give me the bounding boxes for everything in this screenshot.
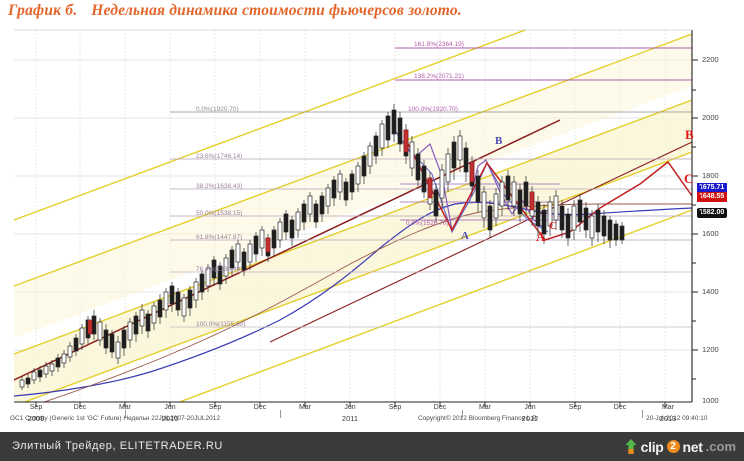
price-tag-red: 1648.55 [697,192,728,202]
logo-text-net: net [682,438,703,455]
watermark-text: Элитный Трейдер, ELITETRADER.RU [12,440,223,452]
y-tick-1000: 1000 [702,396,719,405]
x-year-2013: 2013 [659,414,677,423]
fib-label-500: 50.0%(1538.15) [196,210,243,217]
logo-text-clip: clip [640,438,664,455]
price-tag-black: 1582.00 [697,208,728,218]
secondary-trend-curve [42,203,692,402]
chart-canvas [14,29,698,407]
page-title: График б. Недельная динамика стоимости фь… [8,2,738,24]
fib-ext-label-1382: 138.2%(2071.21) [414,73,464,80]
year-separator-4 [642,410,643,418]
fib-ext-label-1618: 161.8%(2364.19) [414,41,464,48]
page-title-text: Недельная динамика стоимости фьючерсов з… [91,2,462,19]
fib-label-0: 0.0%(1920.70) [196,106,239,113]
year-separator-2 [280,410,281,418]
x-year-2009: 2009 [27,414,45,423]
year-separator-3 [462,410,463,418]
wave-label-red-a: A [536,229,546,244]
y-tick-1800: 1800 [702,171,719,180]
x-tick-0: Sep [29,404,43,411]
axis-bottom-ticks [35,402,666,407]
fib-ext-label-1000: 100.0%(1920.70) [408,106,458,113]
x-tick-11: Jun [524,404,536,411]
fib-label-764: 76.4%(1334.49) [196,266,243,273]
fib-label-236: 23.6%(1746.14) [196,153,243,160]
x-year-2011: 2011 [341,414,359,423]
x-tick-14: Mar [661,404,675,411]
watermark-bar: Элитный Трейдер, ELITETRADER.RU clip 2 n… [0,432,744,461]
candlestick-series [19,104,625,390]
candlestick-red-highlights [87,129,535,335]
footer-left: GC1 Comdty (Generic 1st 'GC' Future) Нед… [10,415,220,422]
y-tick-2000: 2000 [702,113,719,122]
y-tick-1600: 1600 [702,229,719,238]
wave-label-red-b: B [685,127,694,142]
wave-label-blue-b: B [495,135,503,147]
x-tick-10: Mar [478,404,492,411]
fib-extension-lines [395,47,692,81]
clip2net-logo[interactable]: clip 2 net .com [624,438,736,455]
footer-center: Copyright© 2012 Bloomberg Finance L.P. [418,415,538,422]
x-tick-1: Dec [73,404,87,411]
wave-label-red-c2: C [549,220,557,232]
x-tick-2: Mar [118,404,132,411]
x-tick-3: Jun [164,404,176,411]
y-tick-1400: 1400 [702,287,719,296]
wave-label-blue-a: A [461,230,469,242]
channel-band-yellow [14,100,692,402]
fib-label-1000: 100.0%(1155.60) [196,321,246,328]
fib-inner-label: 0.0%(1526.70) [406,220,449,227]
fib-label-382: 38.2%(1638.43) [196,183,243,190]
axis-right-ticks [692,59,698,380]
logo-badge-2: 2 [666,440,680,453]
wave-path-blue [403,143,549,234]
wave-label-red-c: C [684,171,694,186]
x-tick-12: Sep [568,404,582,411]
footer-right: 20-Jul-2012 09:40:10 [646,415,708,422]
x-tick-5: Dec [253,404,267,411]
y-tick-1200: 1200 [702,345,719,354]
year-separator-1 [125,410,126,418]
x-year-2012: 2012 [521,414,539,423]
x-year-2010: 2010 [161,414,179,423]
x-tick-8: Sep [388,404,402,411]
chart-area: 0.0%(1920.70) 23.6%(1746.14) 38.2%(1638.… [0,24,744,412]
page-title-label: График б. [8,2,78,19]
trendline-red-upper [269,141,692,343]
channel-lines-yellow [14,30,692,402]
x-tick-13: Dec [613,404,627,411]
x-tick-9: Dec [433,404,447,411]
y-tick-2200: 2200 [702,55,719,64]
x-tick-4: Sep [208,404,222,411]
price-tag-blue: 1675.71 [697,183,728,193]
x-tick-7: Jun [344,404,356,411]
x-tick-6: Mar [298,404,312,411]
moving-average-line [14,201,692,397]
fib-label-618: 61.8%(1447.87) [196,234,243,241]
upload-arrow-icon [625,439,637,454]
logo-text-com: .com [705,439,736,454]
